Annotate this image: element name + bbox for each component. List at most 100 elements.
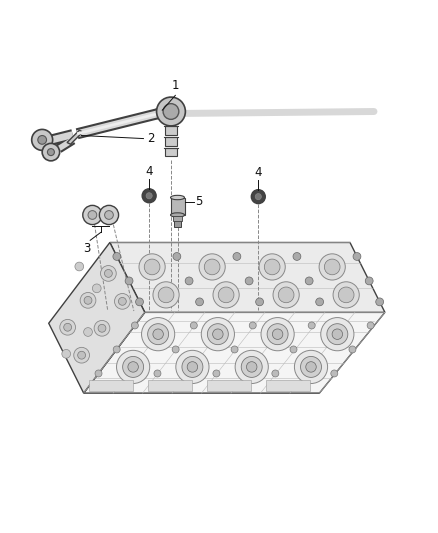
Ellipse shape [170,195,184,200]
Polygon shape [84,312,385,393]
Bar [266,380,310,391]
Circle shape [191,322,197,329]
Circle shape [158,287,174,303]
Circle shape [104,270,112,277]
Circle shape [332,329,343,340]
Circle shape [173,253,181,261]
Circle shape [163,103,179,119]
Circle shape [98,325,106,332]
Circle shape [142,189,156,203]
Circle shape [241,357,262,377]
Ellipse shape [170,213,184,217]
Circle shape [196,298,204,306]
Circle shape [60,319,75,335]
Circle shape [249,322,256,329]
Circle shape [256,298,264,306]
Circle shape [95,370,102,377]
Circle shape [306,362,316,372]
Circle shape [105,211,113,220]
Circle shape [32,130,53,150]
Circle shape [207,324,228,345]
Bar [165,137,177,146]
Circle shape [213,370,220,377]
Polygon shape [110,243,385,312]
Circle shape [136,298,144,306]
Circle shape [94,320,110,336]
Circle shape [153,282,179,308]
Circle shape [74,348,89,363]
Circle shape [113,346,120,353]
Circle shape [365,277,373,285]
Circle shape [204,259,220,275]
Circle shape [324,259,340,275]
Circle shape [308,322,315,329]
Circle shape [367,322,374,329]
Circle shape [255,193,261,200]
Circle shape [349,346,356,353]
Bar [173,216,182,221]
Circle shape [38,135,46,144]
Circle shape [153,329,163,340]
Circle shape [144,259,160,275]
Circle shape [321,318,354,351]
Circle shape [88,211,97,220]
Circle shape [331,370,338,377]
Bar [89,380,133,391]
Polygon shape [49,243,145,393]
Circle shape [316,298,324,306]
Circle shape [154,370,161,377]
Circle shape [75,262,84,271]
Circle shape [305,277,313,285]
Circle shape [247,362,257,372]
Circle shape [231,346,238,353]
Circle shape [261,318,294,351]
Circle shape [123,357,144,377]
Circle shape [84,328,92,336]
Circle shape [92,284,101,293]
Circle shape [64,324,71,331]
Circle shape [182,357,203,377]
Circle shape [83,205,102,224]
Bar [148,380,192,391]
Circle shape [176,350,209,384]
Text: 1: 1 [172,79,179,92]
Circle shape [376,298,384,306]
Circle shape [278,287,294,303]
Circle shape [141,318,175,351]
Circle shape [233,253,241,261]
Circle shape [128,362,138,372]
Circle shape [117,350,150,384]
Circle shape [114,294,130,309]
Circle shape [259,254,285,280]
Circle shape [201,318,234,351]
Polygon shape [67,130,83,144]
Circle shape [245,277,253,285]
Circle shape [333,282,359,308]
Circle shape [327,324,348,345]
Text: 4: 4 [254,166,262,179]
Circle shape [146,193,152,199]
Circle shape [84,296,92,304]
Circle shape [78,351,85,359]
Circle shape [272,329,283,340]
Bar [165,148,177,157]
Circle shape [218,287,234,303]
Text: 5: 5 [195,196,202,208]
Circle shape [293,253,301,261]
Circle shape [235,350,268,384]
Bar [165,126,177,135]
Circle shape [212,329,223,340]
Circle shape [319,254,345,280]
Bar [170,198,184,215]
Bar [174,215,181,227]
Circle shape [300,357,321,377]
Circle shape [273,282,299,308]
Circle shape [148,324,169,345]
Text: 4: 4 [145,165,153,179]
Circle shape [185,277,193,285]
Text: 3: 3 [83,242,90,255]
Circle shape [101,265,116,281]
Circle shape [353,253,361,261]
Circle shape [172,346,179,353]
Circle shape [118,297,126,305]
